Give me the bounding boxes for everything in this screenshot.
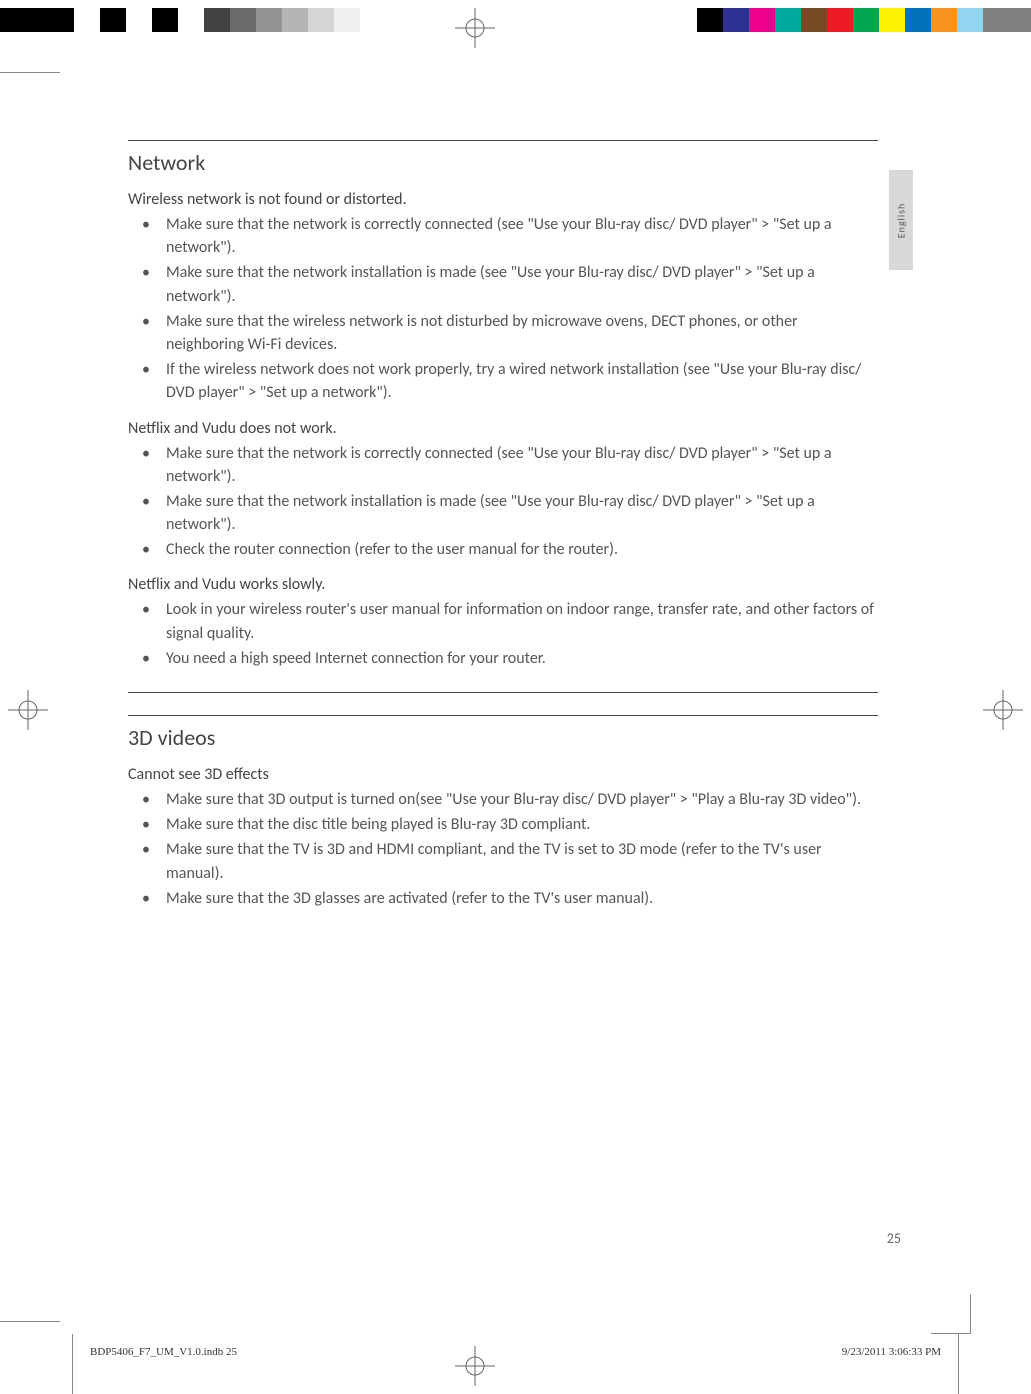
list-item: Make sure that the wireless network is n…: [128, 310, 878, 356]
issue-heading: Netflix and Vudu does not work.: [128, 419, 878, 438]
list-item: Make sure that the TV is 3D and HDMI com…: [128, 838, 878, 884]
list-item: Make sure that the disc title being play…: [128, 813, 878, 836]
list-item: Make sure that the network installation …: [128, 490, 878, 536]
list-item: Make sure that the network is correctly …: [128, 213, 878, 259]
registration-mark-icon: [455, 8, 495, 48]
list-item: Look in your wireless router's user manu…: [128, 598, 878, 644]
issue-list: Make sure that the network is correctly …: [128, 213, 878, 405]
issue-list: Make sure that 3D output is turned on(se…: [128, 788, 878, 910]
language-tab-label: English: [895, 202, 908, 238]
issue-heading: Netflix and Vudu works slowly.: [128, 575, 878, 594]
registration-mark-icon: [8, 690, 48, 730]
list-item: Make sure that the network is correctly …: [128, 442, 878, 488]
crop-mark: [0, 1321, 60, 1322]
registration-mark-icon: [455, 1346, 495, 1386]
list-item: Make sure that 3D output is turned on(se…: [128, 788, 878, 811]
issue-heading: Wireless network is not found or distort…: [128, 190, 878, 209]
issue-list: Make sure that the network is correctly …: [128, 442, 878, 562]
page-number: 25: [887, 1230, 901, 1247]
print-color-bar: [0, 8, 1031, 32]
page-body: Network Wireless network is not found or …: [128, 140, 878, 916]
issue-list: Look in your wireless router's user manu…: [128, 598, 878, 670]
footer-timestamp: 9/23/2011 3:06:33 PM: [842, 1346, 941, 1358]
list-item: If the wireless network does not work pr…: [128, 358, 878, 404]
crop-mark: [72, 1334, 73, 1394]
list-item: Make sure that the network installation …: [128, 261, 878, 307]
crop-corner: [931, 1294, 971, 1334]
crop-mark: [958, 1334, 959, 1394]
section-heading: 3D videos: [128, 716, 878, 751]
list-item: Make sure that the 3D glasses are activa…: [128, 887, 878, 910]
list-item: Check the router connection (refer to th…: [128, 538, 878, 561]
registration-mark-icon: [983, 690, 1023, 730]
list-item: You need a high speed Internet connectio…: [128, 647, 878, 670]
crop-mark: [0, 72, 60, 73]
issue-heading: Cannot see 3D effects: [128, 765, 878, 784]
section-heading: Network: [128, 140, 878, 176]
language-tab: English: [889, 170, 913, 270]
footer-filename: BDP5406_F7_UM_V1.0.indb 25: [90, 1346, 237, 1358]
